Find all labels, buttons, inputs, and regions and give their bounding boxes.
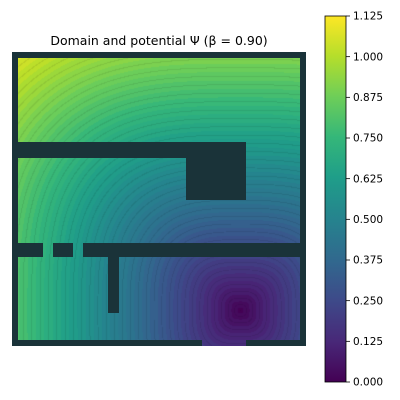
colorbar-tick-label: 0.625 (353, 173, 383, 185)
wall-segment (12, 340, 202, 346)
domain-walls (12, 52, 306, 346)
colorbar-tick-label: 1.125 (353, 11, 383, 23)
colorbar-tick-label: 0.250 (353, 295, 383, 307)
colorbar-tick-label: 0.000 (353, 377, 383, 389)
wall-segment (300, 52, 306, 346)
colorbar-tick-label: 0.125 (353, 336, 383, 348)
wall-segment (83, 243, 300, 257)
wall-segment (12, 52, 18, 346)
colorbar-tick-label: 0.375 (353, 255, 383, 267)
wall-segment (246, 340, 306, 346)
colorbar-tick-label: 0.500 (353, 214, 383, 226)
colorbar (324, 15, 347, 383)
wall-segment (53, 243, 73, 257)
colorbar-tick-label: 0.750 (353, 133, 383, 145)
chart-title: Domain and potential Ψ (β = 0.90) (50, 33, 267, 48)
wall-segment (18, 243, 43, 257)
potential-field-image (12, 52, 306, 346)
colorbar-tick-label: 0.875 (353, 92, 383, 104)
wall-segment (12, 52, 306, 58)
colorbar-ticks: 0.000 0.125 0.250 0.375 0.500 0.625 0.750 0.875… (346, 11, 383, 389)
potential-field-plot (12, 52, 306, 346)
wall-segment (186, 142, 246, 200)
colorbar-tick-label: 1.000 (353, 51, 383, 63)
wall-segment (108, 257, 119, 313)
